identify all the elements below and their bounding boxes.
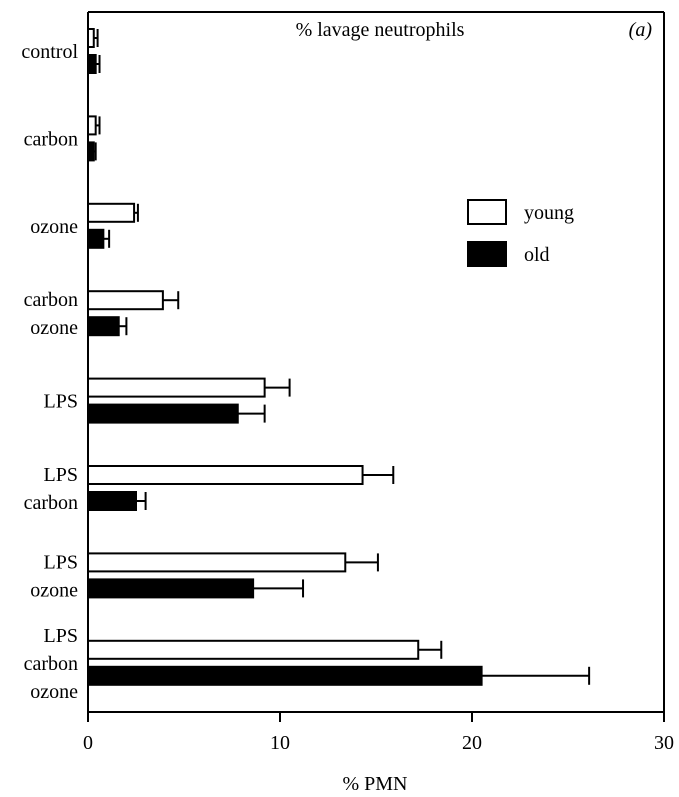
bar-group: [87, 115, 101, 162]
bar-young: [87, 465, 364, 485]
category-label: carbon ozone: [24, 289, 79, 339]
category-label: ozone: [30, 216, 78, 238]
x-tick-label: 30: [654, 732, 674, 754]
bar-young: [87, 639, 420, 660]
category-label: LPS: [44, 391, 78, 413]
category-label-line: LPS: [44, 551, 78, 573]
x-tick-label: 0: [83, 732, 93, 754]
bar-young: [87, 115, 97, 136]
chart-title: % lavage neutrophils: [296, 19, 465, 41]
bar-group: [87, 28, 101, 74]
bar-young: [87, 377, 266, 398]
bar-group: [87, 202, 139, 249]
legend-swatch-young: [467, 199, 507, 225]
category-label-line: carbon: [24, 492, 78, 514]
bar-old: [87, 316, 120, 337]
category-label-line: ozone: [30, 216, 78, 238]
category-label-line: LPS: [44, 464, 78, 486]
plot-frame: [87, 11, 665, 713]
category-label-line: LPS: [44, 391, 78, 413]
bar-group: [87, 552, 379, 599]
category-label: control: [21, 41, 78, 63]
x-axis: 0 10 20 30: [83, 712, 674, 754]
category-label-line: ozone: [30, 681, 78, 703]
category-label-line: carbon: [24, 289, 78, 311]
category-label-line: LPS: [44, 625, 78, 647]
bar-group: [87, 465, 395, 511]
bar-old: [87, 491, 137, 511]
legend-label-young: young: [524, 202, 574, 224]
category-label: carbon: [24, 128, 78, 150]
category-label-line: carbon: [24, 128, 78, 150]
bar-old: [87, 228, 105, 249]
category-label-line: control: [21, 41, 78, 63]
legend-swatch-old: [467, 241, 507, 267]
bar-young: [87, 202, 136, 223]
bar-group: [87, 639, 591, 686]
category-label-line: ozone: [30, 579, 78, 601]
bar-group: [87, 377, 291, 424]
bar-young: [87, 290, 164, 311]
category-label: LPS carbon ozone: [24, 625, 79, 703]
bar-old: [87, 54, 97, 74]
category-label: LPS ozone: [30, 551, 78, 601]
panel-label: (a): [629, 19, 653, 41]
bar-young: [87, 28, 95, 48]
bar-old: [87, 665, 483, 686]
bars-group: [87, 28, 591, 686]
bar-young: [87, 552, 347, 573]
category-label-line: carbon: [24, 653, 78, 675]
bar-old: [87, 141, 95, 162]
legend-label-old: old: [524, 244, 550, 266]
x-tick-label: 10: [270, 732, 290, 754]
category-label-line: ozone: [30, 317, 78, 339]
category-label: LPS carbon: [24, 464, 78, 514]
bar-old: [87, 578, 255, 599]
bar-group: [87, 290, 180, 337]
x-axis-label: % PMN: [342, 773, 407, 795]
x-tick-label: 20: [462, 732, 482, 754]
legend: young old: [467, 199, 574, 267]
category-labels: control carbon ozone carbon ozone LPS LPS carbo…: [21, 41, 78, 703]
bar-old: [87, 403, 239, 424]
